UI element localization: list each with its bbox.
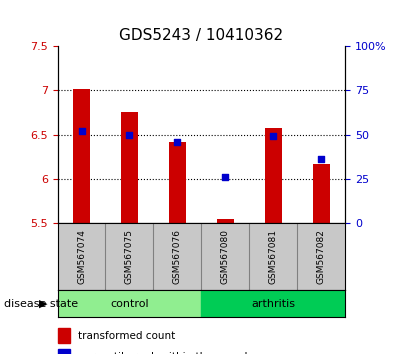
- Bar: [58, 349, 71, 354]
- Point: [174, 139, 181, 144]
- Text: transformed count: transformed count: [78, 331, 175, 341]
- Bar: [217, 219, 234, 223]
- Bar: [201, 290, 345, 317]
- Text: GSM567075: GSM567075: [125, 229, 134, 284]
- Bar: [121, 113, 138, 223]
- Title: GDS5243 / 10410362: GDS5243 / 10410362: [119, 28, 284, 44]
- Bar: [73, 88, 90, 223]
- Text: GSM567080: GSM567080: [221, 229, 230, 284]
- Text: arthritis: arthritis: [251, 298, 296, 309]
- Point: [318, 156, 325, 162]
- Text: control: control: [110, 298, 149, 309]
- Text: GSM567076: GSM567076: [173, 229, 182, 284]
- Bar: [313, 164, 330, 223]
- Bar: [265, 128, 282, 223]
- Text: ▶: ▶: [39, 298, 48, 309]
- Text: percentile rank within the sample: percentile rank within the sample: [78, 352, 254, 354]
- Point: [222, 174, 229, 180]
- Point: [270, 133, 277, 139]
- Text: GSM567081: GSM567081: [269, 229, 278, 284]
- Point: [78, 128, 85, 134]
- Bar: [169, 142, 186, 223]
- Text: disease state: disease state: [4, 298, 78, 309]
- Text: GSM567082: GSM567082: [317, 229, 326, 284]
- Bar: [58, 328, 71, 343]
- Point: [126, 132, 133, 137]
- Text: GSM567074: GSM567074: [77, 229, 86, 284]
- Bar: [58, 290, 201, 317]
